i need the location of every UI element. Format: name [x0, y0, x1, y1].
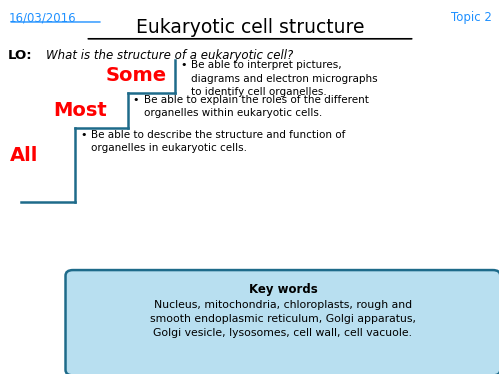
Text: 16/03/2016: 16/03/2016 [8, 11, 76, 24]
Text: Most: Most [53, 101, 107, 120]
Text: Be able to explain the roles of the different
organelles within eukaryotic cells: Be able to explain the roles of the diff… [144, 95, 368, 118]
FancyBboxPatch shape [66, 270, 500, 375]
Text: Eukaryotic cell structure: Eukaryotic cell structure [136, 18, 364, 36]
Text: What is the structure of a eukaryotic cell?: What is the structure of a eukaryotic ce… [46, 48, 293, 62]
Text: •: • [180, 60, 186, 70]
Text: All: All [10, 146, 38, 165]
Text: Key words: Key words [248, 283, 318, 296]
Text: •: • [133, 95, 140, 105]
Text: Topic 2: Topic 2 [451, 11, 492, 24]
Text: •: • [80, 130, 87, 140]
Text: Be able to describe the structure and function of
organelles in eukaryotic cells: Be able to describe the structure and fu… [92, 130, 346, 153]
Text: Nucleus, mitochondria, chloroplasts, rough and
smooth endoplasmic reticulum, Gol: Nucleus, mitochondria, chloroplasts, rou… [150, 300, 416, 338]
Text: Be able to interpret pictures,
diagrams and electron micrographs
to identify cel: Be able to interpret pictures, diagrams … [191, 60, 378, 97]
Text: LO:: LO: [8, 48, 33, 62]
Text: Some: Some [106, 66, 166, 85]
